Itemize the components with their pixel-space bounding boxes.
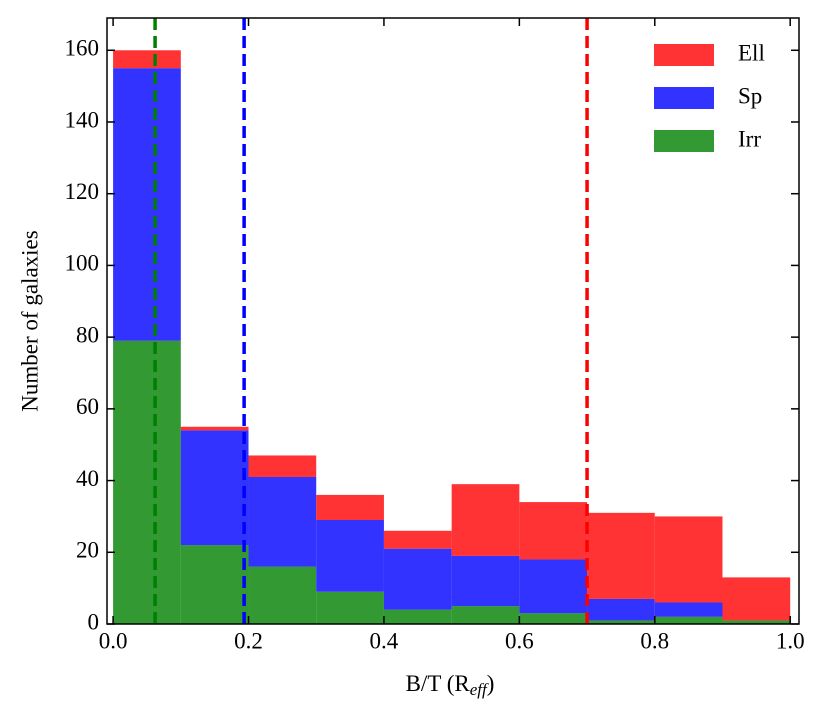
x-label-sub: eff [470,680,489,699]
bar [248,476,317,567]
y-tick-label: 100 [65,251,100,276]
x-label-main: B/T (R [406,671,471,696]
bar [383,609,452,624]
bar [451,555,520,607]
bar [113,340,181,624]
plot-frame [106,17,800,625]
bar [587,598,655,621]
bar [113,50,181,69]
y-tick-label: 160 [65,36,100,61]
legend-swatch [654,87,714,109]
bar [316,520,384,592]
bar [654,602,723,617]
x-label-end: ) [487,671,495,696]
bar [180,426,249,431]
bar [519,613,588,624]
bar [722,577,791,621]
y-tick-label: 80 [76,322,99,347]
bar [180,430,249,546]
y-tick-label: 60 [76,394,99,419]
legend-swatch [654,44,714,66]
bar [519,502,588,560]
bar [654,516,723,603]
bar [316,494,384,521]
bar [113,68,181,341]
x-tick-label: 0.2 [234,628,263,653]
y-tick-label: 20 [76,538,99,563]
legend-label: Irr [738,126,761,151]
y-axis-label: Number of galaxies [17,230,42,411]
y-tick-label: 40 [76,466,99,491]
bar [587,512,655,599]
bar [451,606,520,624]
legend-swatch [654,130,714,152]
x-tick-label: 1.0 [776,628,805,653]
legend-label: Ell [738,40,765,65]
bar [383,530,452,549]
bar [587,620,655,624]
bar [248,455,317,477]
y-tick-label: 120 [65,179,100,204]
bar [180,545,249,624]
bar [248,566,317,624]
x-axis-label: B/T (Reff) [406,671,495,699]
x-tick-label: 0.0 [99,628,128,653]
legend-label: Sp [738,83,762,108]
bar [519,559,588,614]
bar [316,591,384,624]
x-tick-label: 0.6 [505,628,534,653]
bar [654,616,723,624]
x-tick-label: 0.8 [640,628,669,653]
bar [451,484,520,556]
x-tick-label: 0.4 [370,628,399,653]
y-tick-label: 140 [65,107,100,132]
y-tick-label: 0 [88,609,100,634]
bar [722,620,791,624]
bar [383,548,452,610]
